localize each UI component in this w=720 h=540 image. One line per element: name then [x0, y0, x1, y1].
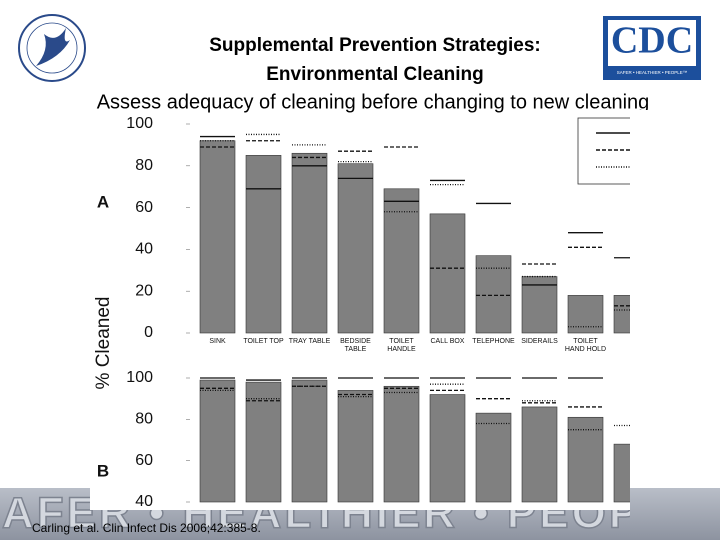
- bar: [245, 381, 282, 503]
- legend-box: [577, 117, 639, 185]
- y-tick-label: 100: [126, 115, 153, 132]
- y-axis-label: % Cleaned: [93, 297, 114, 390]
- y-tick-label: 80: [135, 157, 153, 174]
- panel-label: A: [97, 192, 109, 211]
- panel-label: B: [97, 461, 109, 480]
- bar: [199, 140, 236, 334]
- footer-band: [630, 488, 720, 540]
- y-tick-label: 0: [144, 324, 153, 341]
- bar: [475, 412, 512, 503]
- right-margin: [630, 110, 720, 488]
- bar: [383, 385, 420, 503]
- x-tick-label: CALL BOX: [430, 338, 465, 345]
- x-tick-label: BEDSIDE TABLE: [340, 338, 371, 353]
- y-tick-label: 20: [135, 282, 153, 299]
- bar: [291, 379, 328, 503]
- bar: [429, 213, 466, 334]
- x-tick-label: SIDERAILS: [521, 338, 558, 345]
- bar: [613, 295, 630, 334]
- y-tick-label: 40: [135, 241, 153, 258]
- bar: [337, 163, 374, 334]
- y-tick-label: 100: [126, 369, 153, 386]
- bar: [475, 255, 512, 334]
- bar: [383, 188, 420, 334]
- bar: [613, 443, 630, 503]
- hhs-logo: [18, 14, 86, 82]
- bar: [291, 152, 328, 334]
- bar: [199, 379, 236, 503]
- bar: [521, 406, 558, 503]
- cdc-logo-tagline: SAFER • HEALTHIER • PEOPLE™: [617, 70, 688, 75]
- plot: [199, 133, 630, 503]
- bar: [337, 390, 374, 503]
- x-tick-label: TRAY TABLE: [288, 338, 331, 345]
- y-tick-label: 80: [135, 411, 153, 428]
- x-tick-label: TOILET HAND HOLD: [564, 338, 607, 353]
- y-tick-label: 60: [135, 199, 153, 216]
- cdc-logo-text: CDC: [611, 20, 693, 62]
- bar: [245, 155, 282, 334]
- bar: [567, 416, 604, 503]
- x-tick-label: TOILET HANDLE: [387, 338, 416, 353]
- subtitle: Assess adequacy of cleaning before chang…: [97, 91, 650, 113]
- bar: [429, 394, 466, 503]
- title-line-1: Supplemental Prevention Strategies:: [209, 35, 541, 56]
- title-line-2: Environmental Cleaning: [266, 64, 483, 85]
- citation: Carling et al. Clin Infect Dis 2006;42:3…: [32, 521, 261, 535]
- y-tick-label: 40: [135, 493, 153, 510]
- y-tick-label: 60: [135, 452, 153, 469]
- x-tick-label: SINK: [209, 338, 226, 345]
- bar: [521, 276, 558, 334]
- x-tick-label: TOILET TOP: [243, 338, 284, 345]
- x-tick-label: TELEPHONE: [472, 338, 515, 345]
- cdc-logo: CDC SAFER • HEALTHIER • PEOPLE™: [603, 16, 701, 80]
